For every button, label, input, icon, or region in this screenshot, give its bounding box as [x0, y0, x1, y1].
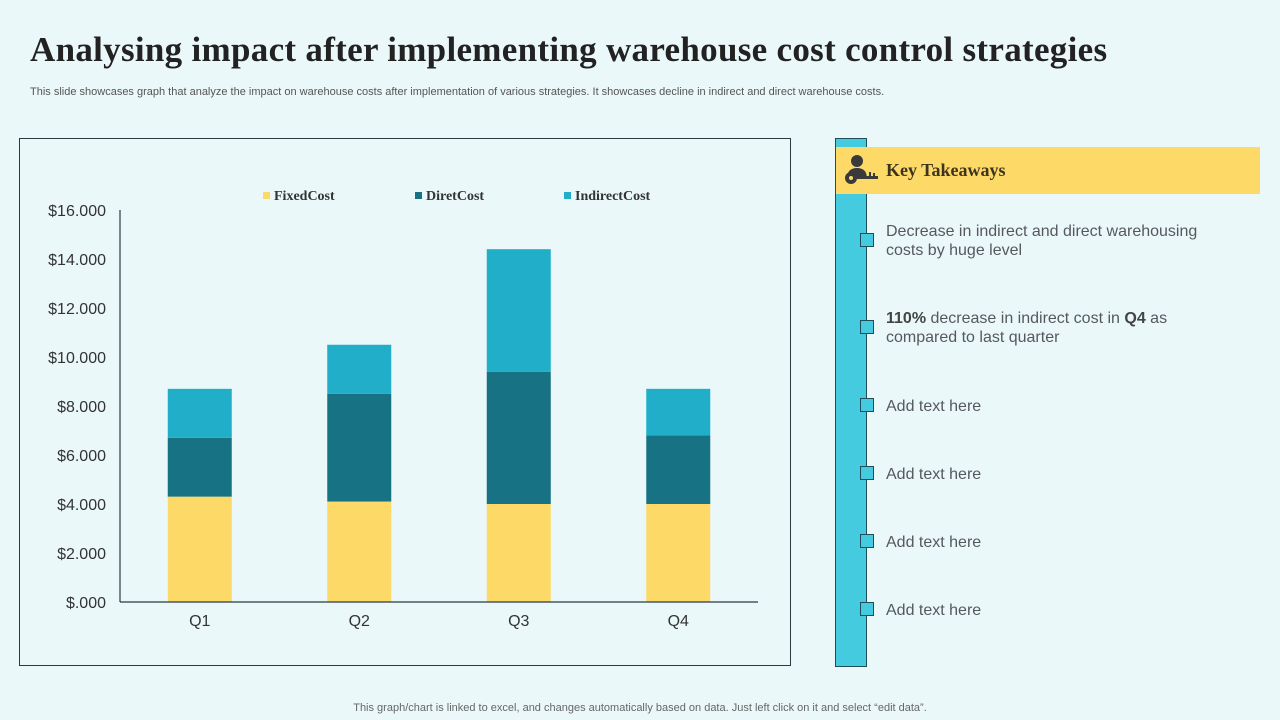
page-subtitle: This slide showcases graph that analyze … [30, 86, 885, 98]
takeaway-item: Add text here [886, 398, 982, 415]
key-takeaways-title: Key Takeaways [886, 160, 1006, 180]
stacked-bar-chart: $.000 $2.000 $4.000 $6.000 $8.000 $10.000 $12.… [48, 189, 758, 630]
takeaway-item: Add text here [886, 534, 982, 551]
takeaway-text: as compared to last quarter [886, 310, 1168, 346]
takeaway-text: decrease in indirect cost in [926, 310, 1125, 327]
y-tick-label: $10.000 [48, 350, 106, 367]
bar-segment-indirectcost [167, 388, 232, 438]
legend-swatch [263, 192, 270, 199]
x-tick-label: Q1 [189, 613, 210, 630]
person-key-icon [845, 155, 878, 184]
y-tick-label: $14.000 [48, 252, 106, 269]
legend-swatch [415, 192, 422, 199]
takeaway-item: Add text here [886, 602, 982, 619]
bar-segment-fixedcost [327, 501, 392, 602]
bullet-marker [860, 602, 874, 616]
bullet-marker [860, 534, 874, 548]
bar-segment-fixedcost [486, 504, 551, 602]
y-tick-label: $4.000 [57, 497, 106, 514]
bar-segment-indirectcost [327, 344, 392, 394]
takeaway-highlight: 110% [886, 310, 927, 327]
y-tick-label: $8.000 [57, 399, 106, 416]
bullet-marker [860, 398, 874, 412]
bar-segment-fixedcost [646, 504, 711, 602]
bar-segment-diretcost [486, 371, 551, 504]
bar-segment-indirectcost [486, 249, 551, 372]
footer-note: This graph/chart is linked to excel, and… [353, 702, 927, 714]
takeaway-item: Decrease in indirect and direct warehous… [886, 223, 1198, 259]
y-tick-label: $12.000 [48, 301, 106, 318]
bar-segment-diretcost [327, 393, 392, 502]
chart-container[interactable]: $.000 $2.000 $4.000 $6.000 $8.000 $10.000 $12.… [19, 138, 791, 666]
takeaway-item: 110% decrease in indirect cost in Q4 as … [886, 309, 1226, 347]
page-title: Analysing impact after implementing ware… [30, 30, 1108, 69]
takeaway-highlight: Q4 [1124, 310, 1146, 327]
bullet-marker [860, 320, 874, 334]
legend-label: IndirectCost [575, 189, 651, 204]
bar-segment-diretcost [646, 435, 711, 504]
bullet-marker [860, 466, 874, 480]
takeaway-item: Add text here [886, 466, 982, 483]
x-tick-label: Q4 [668, 613, 689, 630]
bar-segment-fixedcost [167, 496, 232, 602]
y-tick-label: $16.000 [48, 203, 106, 220]
y-tick-label: $.000 [66, 595, 106, 612]
key-takeaways-header: Key Takeaways [836, 147, 1260, 194]
legend-label: FixedCost [274, 189, 335, 204]
legend-label: DiretCost [426, 189, 484, 204]
x-tick-label: Q2 [349, 613, 370, 630]
y-tick-label: $6.000 [57, 448, 106, 465]
bullet-marker [860, 233, 874, 247]
y-tick-label: $2.000 [57, 546, 106, 563]
bar-segment-diretcost [167, 437, 232, 497]
legend-swatch [564, 192, 571, 199]
bar-segment-indirectcost [646, 388, 711, 436]
x-tick-label: Q3 [508, 613, 529, 630]
